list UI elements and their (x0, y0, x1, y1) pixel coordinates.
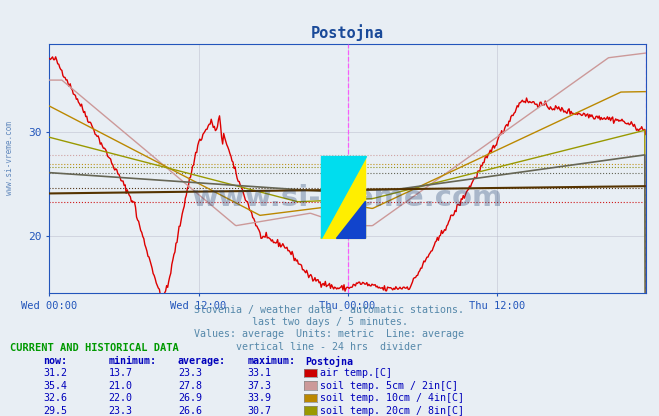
Text: soil temp. 10cm / 4in[C]: soil temp. 10cm / 4in[C] (320, 393, 465, 403)
Text: 33.1: 33.1 (247, 368, 271, 378)
Text: 32.6: 32.6 (43, 393, 67, 403)
Text: minimum:: minimum: (109, 356, 157, 366)
Polygon shape (321, 156, 366, 238)
Text: Values: average  Units: metric  Line: average: Values: average Units: metric Line: aver… (194, 329, 465, 339)
Text: 23.3: 23.3 (109, 406, 132, 416)
Text: average:: average: (178, 356, 226, 366)
Polygon shape (321, 156, 366, 238)
Polygon shape (337, 201, 366, 238)
Text: Postojna: Postojna (305, 356, 353, 367)
Text: soil temp. 5cm / 2in[C]: soil temp. 5cm / 2in[C] (320, 381, 458, 391)
Text: air temp.[C]: air temp.[C] (320, 368, 392, 378)
Text: maximum:: maximum: (247, 356, 295, 366)
Text: 26.9: 26.9 (178, 393, 202, 403)
Text: last two days / 5 minutes.: last two days / 5 minutes. (252, 317, 407, 327)
Text: vertical line - 24 hrs  divider: vertical line - 24 hrs divider (237, 342, 422, 352)
Text: 35.4: 35.4 (43, 381, 67, 391)
Text: soil temp. 20cm / 8in[C]: soil temp. 20cm / 8in[C] (320, 406, 465, 416)
Text: 31.2: 31.2 (43, 368, 67, 378)
Text: www.si-vreme.com: www.si-vreme.com (5, 121, 14, 195)
Text: Slovenia / weather data - automatic stations.: Slovenia / weather data - automatic stat… (194, 305, 465, 314)
Text: 26.6: 26.6 (178, 406, 202, 416)
Text: 33.9: 33.9 (247, 393, 271, 403)
Text: 37.3: 37.3 (247, 381, 271, 391)
Title: Postojna: Postojna (311, 24, 384, 41)
Text: now:: now: (43, 356, 67, 366)
Text: 13.7: 13.7 (109, 368, 132, 378)
Text: 21.0: 21.0 (109, 381, 132, 391)
Text: CURRENT AND HISTORICAL DATA: CURRENT AND HISTORICAL DATA (10, 343, 179, 353)
Text: www.si-vreme.com: www.si-vreme.com (192, 184, 503, 213)
Text: 30.7: 30.7 (247, 406, 271, 416)
Text: 29.5: 29.5 (43, 406, 67, 416)
Text: 23.3: 23.3 (178, 368, 202, 378)
Text: 22.0: 22.0 (109, 393, 132, 403)
Text: 27.8: 27.8 (178, 381, 202, 391)
